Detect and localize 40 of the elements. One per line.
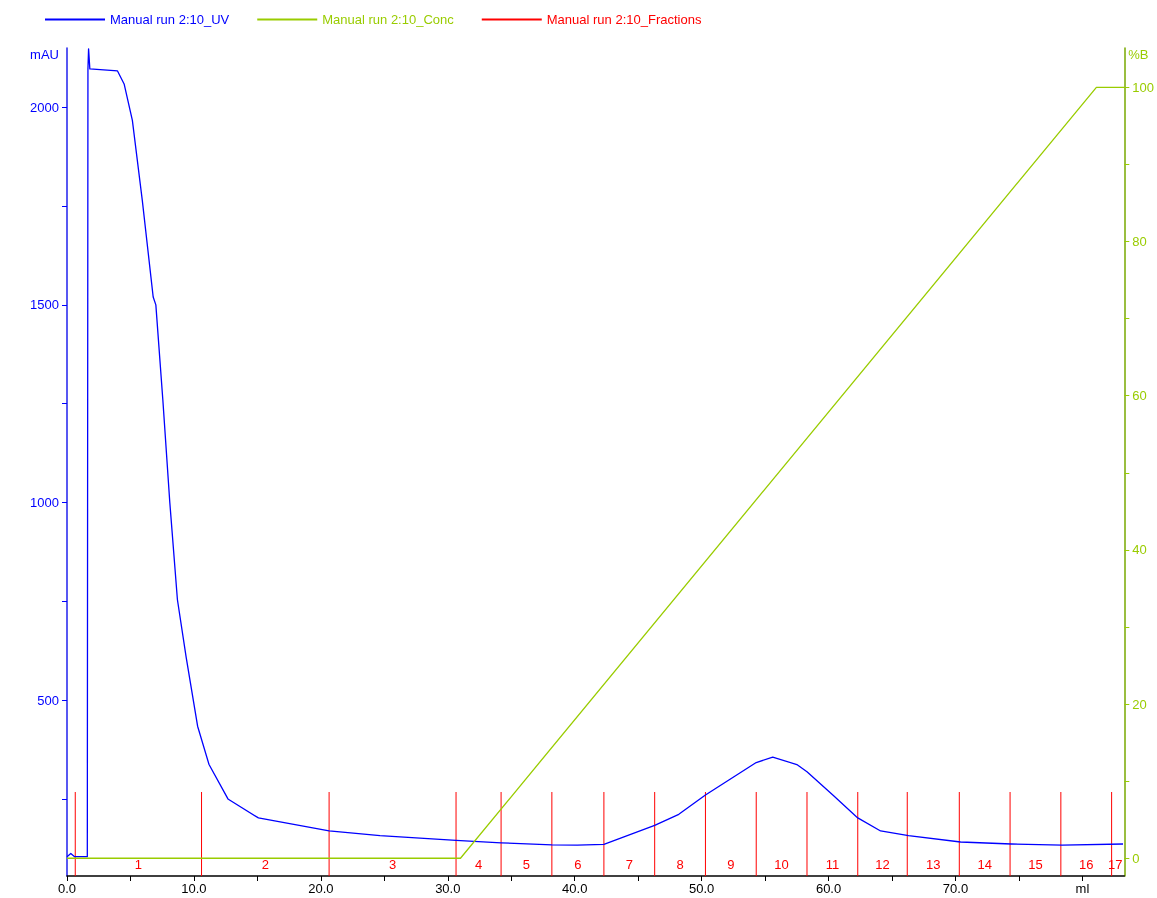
annotation: 13 xyxy=(926,856,941,872)
y-tick-label: 1500 xyxy=(30,297,59,313)
y2-tick-label: 100 xyxy=(1132,79,1155,95)
annotation: 12 xyxy=(875,856,890,872)
y-tick-label: 500 xyxy=(37,692,59,708)
x-tick-label: 20.0 xyxy=(308,881,334,896)
x-tick-label: 40.0 xyxy=(562,881,588,896)
annotation: 10 xyxy=(774,856,789,872)
x-tick-label: 70.0 xyxy=(942,881,969,896)
y2-tick-label: 20 xyxy=(1132,696,1147,712)
y2-tick-label: 0 xyxy=(1132,850,1140,866)
annotation: 14 xyxy=(977,856,992,872)
x-tick-label: 50.0 xyxy=(688,881,715,896)
annotation: 16 xyxy=(1079,856,1094,872)
annotation: 9 xyxy=(727,856,735,872)
x-tick-label: 30.0 xyxy=(435,881,461,896)
legend-label: Manual run 2:10_Fractions xyxy=(546,12,702,27)
annotation: 8 xyxy=(676,856,684,872)
y2-axis-title: %B xyxy=(1128,47,1149,62)
annotation: 1 xyxy=(134,856,143,872)
y2-tick-label: 40 xyxy=(1132,542,1147,558)
annotation: 7 xyxy=(625,856,633,872)
annotation: 15 xyxy=(1028,856,1043,872)
annotation: 11 xyxy=(825,856,840,872)
y-tick-label: 1000 xyxy=(30,495,59,511)
annotation: 4 xyxy=(474,856,483,872)
y-tick-label: 2000 xyxy=(30,99,59,115)
x-tick-label: ml xyxy=(1075,881,1090,896)
annotation: 6 xyxy=(574,856,582,872)
x-tick-label: 10.0 xyxy=(181,881,207,896)
annotation: 2 xyxy=(261,856,269,872)
y2-tick-label: 80 xyxy=(1132,234,1147,250)
x-tick-label: 0.0 xyxy=(57,881,77,896)
annotation: 5 xyxy=(522,856,531,872)
legend-label: Manual run 2:10_UV xyxy=(110,12,230,27)
y2-tick-label: 60 xyxy=(1132,388,1147,404)
x-tick-label: 60.0 xyxy=(815,881,842,896)
y-axis-title: mAU xyxy=(30,47,59,62)
legend-label: Manual run 2:10_Conc xyxy=(322,12,455,27)
annotation: 3 xyxy=(388,856,397,872)
